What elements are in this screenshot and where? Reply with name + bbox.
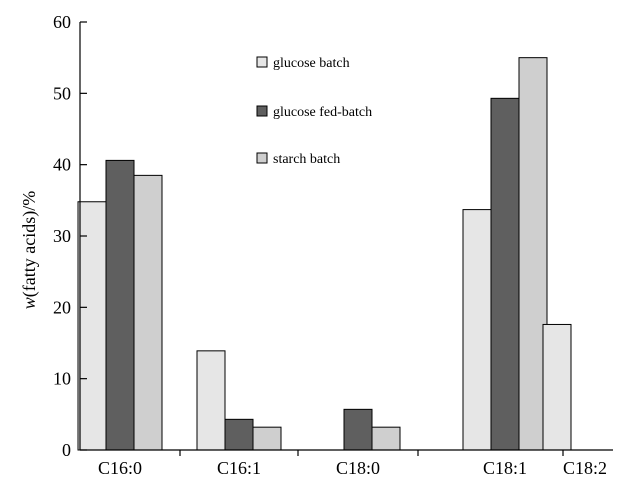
x-tick-label-C18-0: C18:0 xyxy=(336,458,380,477)
y-tick-label: 60 xyxy=(53,12,71,32)
legend-label-glucose-batch: glucose batch xyxy=(273,56,350,71)
bar-C16-0-glucose-fed-batch xyxy=(105,159,135,451)
y-tick-label: 50 xyxy=(53,83,71,103)
y-axis-title-italic: w xyxy=(19,297,39,309)
x-tick-label-C18-2: C18:2 xyxy=(563,458,607,477)
bar-C18-1-glucose-fed-batch xyxy=(490,97,520,451)
legend-swatch-starch-batch xyxy=(256,152,268,164)
legend-swatch-glucose-fed-batch xyxy=(256,105,268,117)
y-axis-title: w(fatty acids)/% xyxy=(19,191,40,309)
legend: glucose batch glucose fed-batch starch bat… xyxy=(256,56,372,167)
bar-C16-1-glucose-fed-batch xyxy=(224,418,254,451)
bar-C16-0-glucose-batch xyxy=(77,201,107,451)
y-ticks-layer: 0 10 20 30 40 50 60 xyxy=(53,12,87,460)
x-tick-label-C16-0: C16:0 xyxy=(98,458,142,477)
y-tick-label: 30 xyxy=(53,226,71,246)
x-tick-labels-layer: C16:0 C16:1 C18:0 C18:1 C18:2 xyxy=(98,450,607,477)
legend-label-glucose-fed-batch: glucose fed-batch xyxy=(273,105,372,120)
bar-C18-0-starch-batch xyxy=(371,426,401,451)
legend-label-starch-batch: starch batch xyxy=(273,152,340,167)
y-tick-label: 0 xyxy=(62,440,71,460)
y-tick-label: 20 xyxy=(53,297,71,317)
bar-C16-1-starch-batch xyxy=(252,426,282,451)
bar-C16-1-glucose-batch xyxy=(196,350,226,451)
y-tick-label: 10 xyxy=(53,369,71,389)
bars-layer xyxy=(77,57,572,451)
y-axis-title-rest: (fatty acids)/% xyxy=(19,191,40,297)
bar-C18-0-glucose-fed-batch xyxy=(343,408,373,451)
bar-C16-0-starch-batch xyxy=(133,174,163,451)
y-tick-label: 40 xyxy=(53,155,71,175)
bar-C18-1-glucose-batch xyxy=(462,209,492,451)
legend-swatch-glucose-batch xyxy=(256,56,268,68)
x-tick-label-C16-1: C16:1 xyxy=(217,458,261,477)
bar-C18-2-glucose-batch xyxy=(542,323,572,451)
x-tick-label-C18-1: C18:1 xyxy=(483,458,527,477)
